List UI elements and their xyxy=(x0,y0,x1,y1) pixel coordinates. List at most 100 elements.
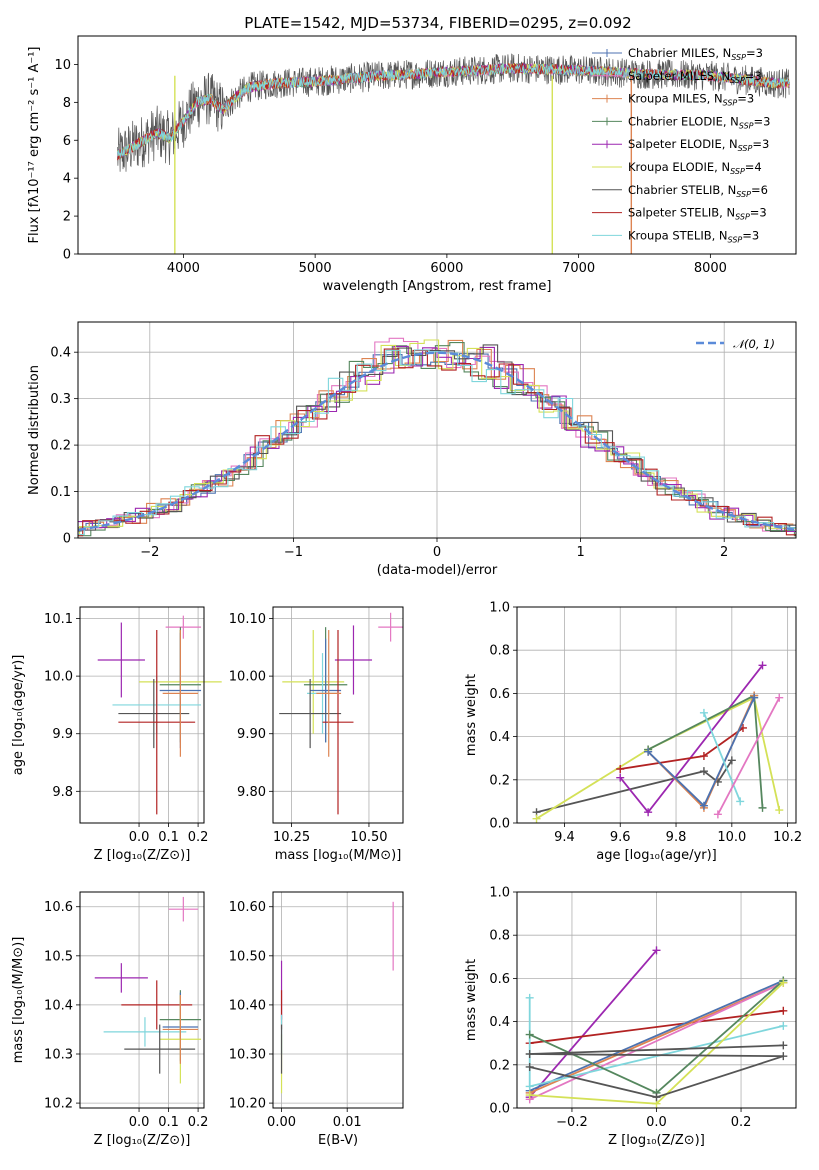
spectrum-series-line xyxy=(117,63,790,158)
y-tick-label: 6 xyxy=(63,134,71,149)
legend-label: Chabrier ELODIE, NSSP=3 xyxy=(628,114,770,130)
legend-label: Salpeter ELODIE, NSSP=3 xyxy=(628,137,769,153)
weight-point-marker xyxy=(525,1082,534,1091)
weight-series-line xyxy=(647,697,755,808)
residuals-y-label: Normed distribution xyxy=(27,365,42,495)
y-tick-label: 10.40 xyxy=(229,998,266,1013)
spectrum-series-line xyxy=(117,61,790,161)
legend-label-text: Salpeter ELODIE, N xyxy=(628,137,738,151)
x-tick-label: 4000 xyxy=(167,261,200,276)
spectrum-frame xyxy=(77,35,797,255)
x-tick-label: 10.2 xyxy=(773,830,802,845)
legend-label-sub: SSP xyxy=(736,190,751,199)
x-tick-label: 0.2 xyxy=(188,830,209,845)
y-tick-label: 2 xyxy=(63,210,71,225)
weight-point-marker xyxy=(775,806,784,815)
y-tick-label: 0.0 xyxy=(489,1102,510,1117)
weight-point-marker xyxy=(758,661,767,670)
y-tick-label: 10.1 xyxy=(44,612,73,627)
y-tick-label: 0.4 xyxy=(50,346,71,361)
y-tick-label: 1.0 xyxy=(489,601,510,616)
legend-label-tail: =4 xyxy=(745,160,762,174)
legend-label-text: Chabrier ELODIE, N xyxy=(628,114,739,128)
weight-point-marker xyxy=(525,1050,534,1058)
legend-label-text: Kroupa STELIB, N xyxy=(628,228,728,242)
residuals-axes: −2 −1 0 1 2 0 0.1 0.2 0.3 0.4 xyxy=(50,322,796,560)
weight_vs_age-y-label: mass weight xyxy=(464,674,479,756)
legend-label-sub: SSP xyxy=(723,99,738,108)
weight-point-marker xyxy=(525,1062,534,1071)
weight-series-line xyxy=(529,981,784,1101)
y-tick-label: 10.30 xyxy=(229,1048,266,1063)
legend-label-tail: =6 xyxy=(751,183,768,197)
weight-point-marker xyxy=(779,1021,788,1030)
weight_vs_Z-y-label: mass weight xyxy=(464,959,479,1041)
y-tick-label: 10.4 xyxy=(44,998,73,1013)
legend-label-text: Chabrier STELIB, N xyxy=(628,183,736,197)
spectrum-x-label: wavelength [Angstrom, rest frame] xyxy=(323,279,552,294)
y-tick-label: 0.2 xyxy=(489,1058,510,1073)
x-tick-label: 9.8 xyxy=(666,830,687,845)
x-tick-label: 0.0 xyxy=(129,830,150,845)
mass_vs_Z-x-label: Z [log₁₀(Z/Z⊙)] xyxy=(94,1133,191,1148)
x-tick-label: 10.0 xyxy=(717,830,746,845)
weight-series-line xyxy=(529,981,784,1094)
weight-series-line xyxy=(536,759,733,814)
x-tick-label: 9.4 xyxy=(554,830,575,845)
weight_vs_age-x-label: age [log₁₀(age/yr)] xyxy=(596,848,717,863)
y-tick-label: 0.2 xyxy=(489,773,510,788)
y-tick-label: 0 xyxy=(63,248,71,263)
weight-series-line xyxy=(717,697,781,815)
x-tick-label: 0.1 xyxy=(158,1115,179,1130)
weight-series-line xyxy=(703,712,742,802)
legend-label-tail: =3 xyxy=(752,137,769,151)
weight_vs_Z-x-label: Z [log₁₀(Z/Z⊙)] xyxy=(608,1133,705,1148)
legend-label-text: Salpeter MILES, N xyxy=(628,69,730,83)
mass_vs_Z-y-label: mass [log₁₀(M/M⊙)] xyxy=(11,937,26,1064)
x-tick-label: 1 xyxy=(576,545,584,560)
legend-label: Kroupa STELIB, NSSP=3 xyxy=(628,228,759,244)
weight-point-marker xyxy=(699,767,708,776)
y-tick-label: 10.0 xyxy=(44,670,73,685)
mass_vs_ebv-axes: 0.00 0.01 10.20 10.30 10.40 10.50 10.60 xyxy=(229,892,403,1130)
legend-label-sub: SSP xyxy=(731,53,746,62)
weight-point-marker xyxy=(525,993,534,1002)
legend-label-sub: SSP xyxy=(730,76,745,85)
x-tick-label: 7000 xyxy=(562,261,595,276)
histogram-series xyxy=(78,337,796,532)
legend-label-tail: =3 xyxy=(742,228,759,242)
x-tick-label: 0.00 xyxy=(267,1115,296,1130)
legend-label: Chabrier MILES, NSSP=3 xyxy=(628,46,763,62)
weight-point-marker xyxy=(644,808,653,817)
weight-point-marker xyxy=(699,752,708,761)
legend-label-text: Kroupa MILES, N xyxy=(628,92,723,106)
weight-series-line xyxy=(619,664,764,814)
x-tick-label: 0 xyxy=(433,545,441,560)
weight-point-marker xyxy=(652,946,661,955)
y-tick-label: 0 xyxy=(63,532,71,547)
x-tick-label: −2 xyxy=(140,545,159,560)
y-tick-label: 0.6 xyxy=(489,972,510,987)
weight_vs_Z-frame xyxy=(516,891,797,1109)
age_vs_Z-y-label: age [log₁₀(age/yr)] xyxy=(11,655,26,776)
y-tick-label: 10.2 xyxy=(44,1097,73,1112)
x-tick-label: 0.0 xyxy=(646,1115,667,1130)
mass_vs_Z-frame xyxy=(79,891,205,1109)
histogram-series xyxy=(78,344,796,533)
y-tick-label: 0.8 xyxy=(489,929,510,944)
weight-series-line xyxy=(529,979,784,1092)
y-tick-label: 10.00 xyxy=(229,670,266,685)
weight-point-marker xyxy=(699,708,708,717)
y-tick-label: 9.9 xyxy=(52,727,73,742)
y-tick-label: 10.60 xyxy=(229,900,266,915)
y-tick-label: 1.0 xyxy=(489,886,510,901)
figure-title: PLATE=1542, MJD=53734, FIBERID=0295, z=0… xyxy=(244,14,631,32)
weight-point-marker xyxy=(779,1041,788,1050)
weight-point-marker xyxy=(532,814,541,823)
y-tick-label: 4 xyxy=(63,172,71,187)
mass_vs_Z-axes: 0.0 0.1 0.2 10.2 10.3 10.4 10.5 10.6 xyxy=(44,892,208,1130)
legend-label-text: Kroupa ELODIE, N xyxy=(628,160,730,174)
y-tick-label: 10.50 xyxy=(229,949,266,964)
y-tick-label: 0.6 xyxy=(489,687,510,702)
